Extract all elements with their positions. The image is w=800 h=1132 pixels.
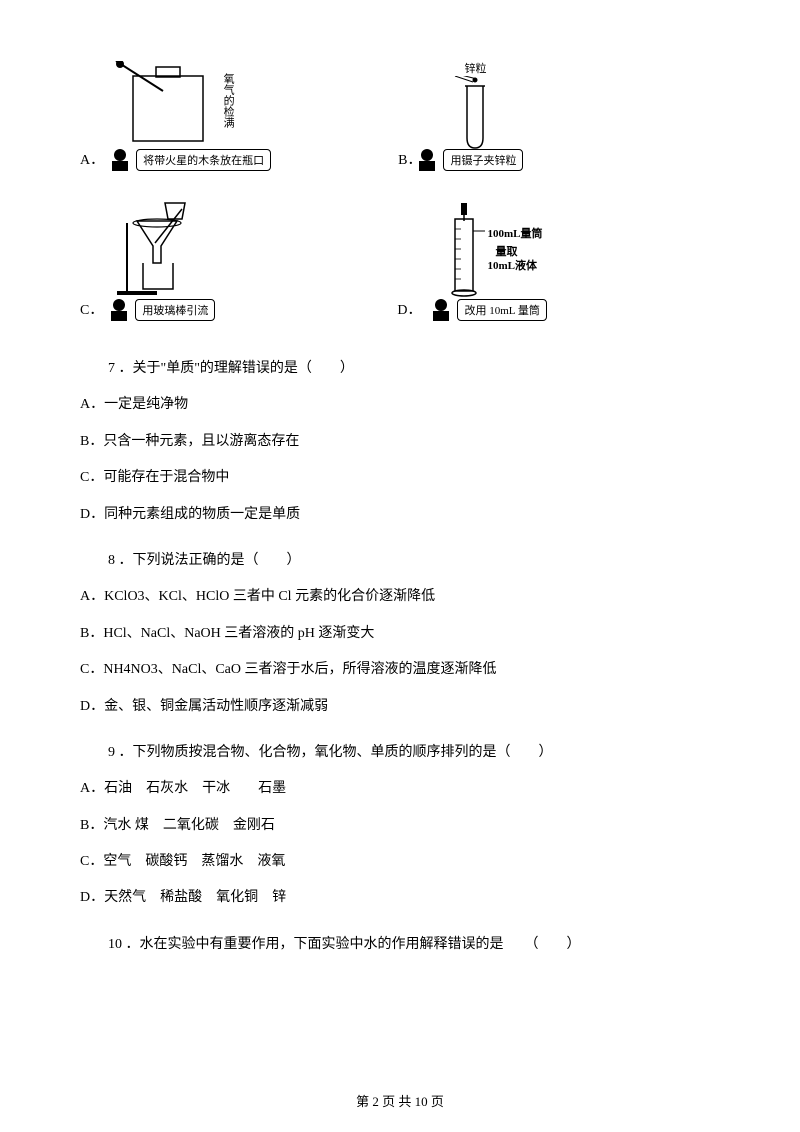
teacher-icon: [107, 297, 131, 321]
page-footer: 第 2 页 共 10 页: [0, 1091, 800, 1110]
figure-a-label: A．: [80, 149, 104, 169]
q7-stem: 7 ．关于"单质"的理解错误的是（ ）: [80, 351, 720, 387]
figure-d-callout: 改用 10mL 量筒: [457, 299, 546, 321]
q7-option-a: A．一定是纯净物: [80, 387, 720, 423]
q9-option-d: D．天然气 稀盐酸 氧化铜 锌: [80, 880, 720, 916]
question-8: 8 ．下列说法正确的是（ ） A．KClO3、KCl、HClO 三者中 Cl 元…: [80, 543, 720, 725]
question-7: 7 ．关于"单质"的理解错误的是（ ） A．一定是纯净物 B．只含一种元素，且以…: [80, 351, 720, 533]
figure-d: D． 100mL量筒 量取 10mL液体: [397, 201, 575, 321]
q7-option-d: D．同种元素组成的物质一定是单质: [80, 497, 720, 533]
figure-a: A． 氧气的检满 将带火星的木条放在瓶口: [80, 60, 248, 171]
figure-a-callout: 将带火星的木条放在瓶口: [136, 149, 271, 171]
figure-b-callout: 用镊子夹锌粒: [443, 149, 523, 171]
q8-option-d: D．金、银、铜金属活动性顺序逐渐减弱: [80, 689, 720, 725]
question-9: 9 ．下列物质按混合物、化合物，氧化物、单质的顺序排列的是（ ） A．石油 石灰…: [80, 735, 720, 917]
figure-d-cylinder-label: 100mL量筒: [487, 225, 542, 241]
figure-c-callout: 用玻璃棒引流: [135, 299, 215, 321]
teacher-icon: [108, 147, 132, 171]
figure-d-diagram: 100mL量筒 量取 10mL液体 改用 10mL 量筒: [425, 201, 575, 321]
q7-option-b: B．只含一种元素，且以游离态存在: [80, 424, 720, 460]
figure-row-2: C． 用玻璃棒引流: [80, 201, 720, 321]
q9-stem: 9 ．下列物质按混合物、化合物，氧化物、单质的顺序排列的是（ ）: [80, 735, 720, 771]
q9-option-c: C．空气 碳酸钙 蒸馏水 液氧: [80, 844, 720, 880]
figure-a-diagram: 氧气的检满 将带火星的木条放在瓶口: [108, 61, 248, 171]
q8-option-a: A．KClO3、KCl、HClO 三者中 Cl 元素的化合价逐渐降低: [80, 579, 720, 615]
figure-c: C． 用玻璃棒引流: [80, 201, 227, 321]
figure-c-label: C．: [80, 299, 103, 319]
teacher-icon: [415, 147, 439, 171]
q8-option-b: B．HCl、NaCl、NaOH 三者溶液的 pH 逐渐变大: [80, 616, 720, 652]
figure-a-side-label: 氧气的检满: [220, 73, 236, 128]
figure-d-label: D．: [397, 299, 421, 319]
figure-row-1: A． 氧气的检满 将带火星的木条放在瓶口 B． 锌粒: [80, 60, 720, 171]
q9-option-b: B．汽水 煤 二氧化碳 金刚石: [80, 808, 720, 844]
figure-d-task2: 10mL液体: [487, 257, 537, 273]
q9-option-a: A．石油 石灰水 干冰 石墨: [80, 771, 720, 807]
question-10: 10 ．水在实验中有重要作用，下面实验中水的作用解释错误的是 （ ）: [80, 927, 720, 963]
figure-b-top-label: 锌粒: [425, 60, 525, 76]
q10-stem: 10 ．水在实验中有重要作用，下面实验中水的作用解释错误的是 （ ）: [80, 927, 720, 963]
teacher-icon: [429, 297, 453, 321]
q8-stem: 8 ．下列说法正确的是（ ）: [80, 543, 720, 579]
figure-b: B． 锌粒 用镊子夹锌粒: [398, 60, 525, 171]
q8-option-c: C．NH4NO3、NaCl、CaO 三者溶于水后，所得溶液的温度逐渐降低: [80, 652, 720, 688]
figure-c-diagram: 用玻璃棒引流: [107, 201, 227, 321]
figure-b-diagram: 锌粒 用镊子夹锌粒: [425, 60, 525, 171]
q7-option-c: C．可能存在于混合物中: [80, 460, 720, 496]
